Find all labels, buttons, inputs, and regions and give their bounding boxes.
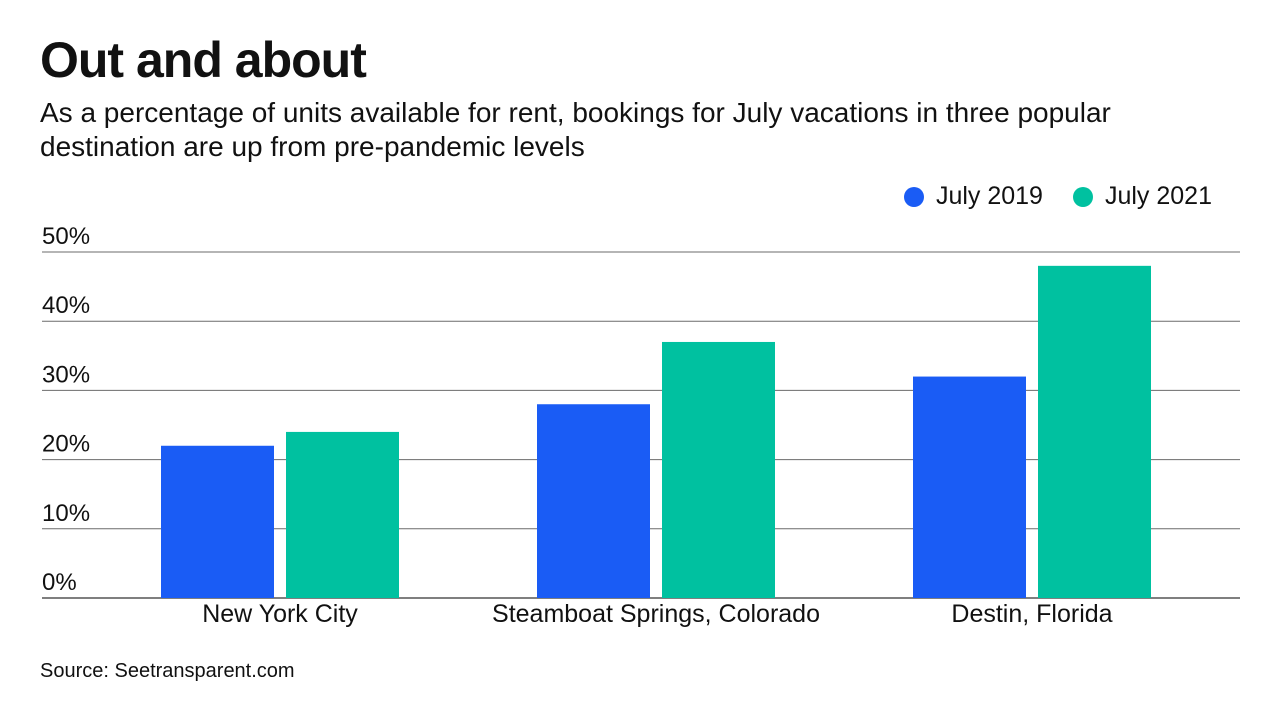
x-tick-label: New York City [202, 600, 358, 628]
source-note: Source: Seetransparent.com [40, 660, 295, 682]
legend-item-july-2021: July 2021 [1072, 182, 1212, 211]
y-tick-label: 40% [42, 292, 90, 319]
legend-label-july-2019: July 2019 [935, 182, 1043, 210]
y-tick-label: 50% [42, 223, 90, 250]
bar-july-2021 [286, 431, 399, 598]
legend-label-july-2021: July 2021 [1104, 182, 1212, 210]
y-tick-label: 10% [42, 500, 90, 527]
bar-july-2021 [1038, 265, 1151, 598]
legend-swatch-july-2021 [1072, 186, 1093, 207]
x-tick-label: Steamboat Springs, Colorado [492, 600, 820, 628]
bar-july-2019 [537, 404, 650, 598]
chart-legend: July 2019 July 2021 [903, 182, 1212, 211]
y-tick-label: 30% [42, 361, 90, 388]
x-tick-label: Destin, Florida [951, 600, 1112, 628]
y-tick-label: 20% [42, 431, 90, 458]
legend-item-july-2019: July 2019 [903, 182, 1043, 211]
bar-july-2021 [662, 341, 775, 598]
y-tick-label: 0% [42, 569, 77, 596]
chart-title: Out and about [40, 32, 367, 88]
bar-july-2019 [161, 445, 274, 598]
legend-swatch-july-2019 [903, 186, 924, 207]
bar-july-2019 [913, 376, 1026, 598]
chart-subtitle: As a percentage of units available for r… [40, 97, 1111, 162]
